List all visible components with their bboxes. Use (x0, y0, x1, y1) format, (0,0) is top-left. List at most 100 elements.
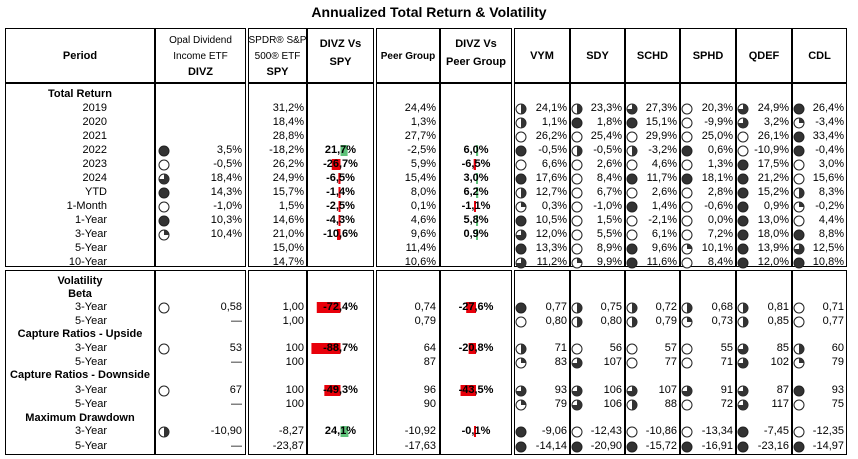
divz-vs-spy-bar (316, 302, 341, 313)
return-row-etf-value: 10,1% (701, 242, 733, 254)
divz-quartile-icon (158, 229, 170, 241)
volatility-row-etf-value: 71 (554, 342, 567, 354)
etf-quartile-icon (737, 187, 749, 199)
volatility-row-divz: 53 (229, 342, 242, 354)
return-row-spy: 15,7% (272, 186, 304, 198)
volatility-row-etf-value: -20,90 (590, 440, 622, 452)
etf-quartile-icon (681, 201, 693, 213)
cell-border (248, 270, 307, 455)
return-row-divz-vs-peer (440, 256, 512, 269)
return-row-etf-value: 4,4% (818, 214, 844, 226)
cell-border (792, 83, 847, 267)
etf-quartile-icon (626, 159, 638, 171)
cell-border (307, 270, 374, 455)
return-row-divz-vs-spy: 21,7% (324, 144, 357, 156)
return-row-etf-value: 25,4% (590, 130, 622, 142)
volatility-row-etf-value: -13,34 (701, 425, 733, 437)
section-total-return: Total Return (48, 88, 112, 100)
etf-quartile-icon (515, 257, 527, 269)
return-row-divz (155, 256, 242, 269)
etf-quartile-icon (515, 201, 527, 213)
volatility-row-divz-vs-peer: -43,5% (458, 384, 494, 396)
volatility-row-etf-value: -7,45 (763, 425, 789, 437)
etf-quartile-icon (793, 441, 805, 453)
return-row-etf-value: 2,6% (596, 158, 622, 170)
return-row-label: YTD (85, 186, 107, 198)
divz-quartile-icon (158, 145, 170, 157)
cell-border (736, 83, 792, 267)
volatility-row-etf-value: 106 (603, 384, 622, 396)
return-row-divz (155, 102, 242, 115)
volatility-row-label: 5-Year (74, 356, 107, 368)
return-row-etf-value: 3,2% (763, 116, 789, 128)
volatility-row-divz-vs-peer (440, 440, 512, 453)
etf-quartile-icon (793, 131, 805, 143)
section-label: Volatility (57, 275, 103, 287)
return-row-divz-vs-spy (307, 130, 374, 143)
etf-quartile-icon (681, 426, 693, 438)
return-row-etf-value: 24,9% (757, 102, 789, 114)
cell-border (570, 270, 625, 455)
etf-quartile-icon (737, 201, 749, 213)
etf-quartile-icon (515, 426, 527, 438)
return-row-etf-value: 13,0% (757, 214, 789, 226)
header-divz-vs-peer: DIVZ Vs (455, 38, 497, 50)
return-row-peer: -2,5% (407, 144, 436, 156)
etf-quartile-icon (571, 302, 583, 314)
return-row-peer: 11,4% (405, 242, 436, 254)
etf-quartile-icon (681, 257, 693, 269)
etf-quartile-icon (515, 215, 527, 227)
cell-border (625, 270, 680, 455)
volatility-row-etf-value: 102 (770, 356, 789, 368)
etf-quartile-icon (515, 229, 527, 241)
header-divz: Income ETF (173, 51, 228, 62)
divz-vs-peer-bar (476, 145, 479, 156)
etf-quartile-icon (737, 117, 749, 129)
etf-quartile-icon (793, 187, 805, 199)
volatility-row-etf-value: 83 (554, 356, 567, 368)
return-row-divz-vs-peer (440, 116, 512, 129)
etf-quartile-icon (681, 173, 693, 185)
etf-quartile-icon (571, 145, 583, 157)
etf-quartile-icon (793, 215, 805, 227)
etf-quartile-icon (793, 257, 805, 269)
return-row-divz-vs-spy: -6,5% (326, 172, 355, 184)
cell-border (680, 28, 736, 83)
volatility-row-spy: -23,87 (272, 440, 304, 452)
return-row-spy: 31,2% (272, 102, 304, 114)
volatility-row-etf-value: 93 (554, 384, 567, 396)
return-row-divz-vs-spy: -2,5% (326, 200, 355, 212)
return-row-etf-value: 12,0% (757, 256, 789, 268)
divz-vs-peer-bar (474, 426, 476, 437)
return-row-etf-value: 6,6% (541, 158, 567, 170)
return-row-divz-vs-spy (307, 116, 374, 129)
return-row-label: 2020 (82, 116, 107, 128)
return-row-divz: -1,0% (213, 200, 242, 212)
divz-quartile-icon (158, 385, 170, 397)
volatility-row-etf-value: 85 (776, 342, 789, 354)
return-row-label: 5-Year (74, 242, 107, 254)
return-row-divz-vs-spy: -10,6% (323, 228, 358, 240)
cell-border (307, 28, 374, 83)
volatility-row-etf-value: -15,72 (645, 440, 677, 452)
volatility-row-peer: 87 (423, 356, 436, 368)
volatility-row-divz-vs-spy (307, 398, 374, 411)
cell-border (570, 28, 625, 83)
return-row-etf-value: -9,9% (704, 116, 733, 128)
divz-vs-spy-bar (338, 187, 341, 198)
return-row-etf-value: 10,8% (812, 256, 844, 268)
return-row-peer: 0,1% (410, 200, 436, 212)
etf-quartile-icon (681, 399, 693, 411)
volatility-row-label: 5-Year (74, 398, 107, 410)
etf-quartile-icon (681, 441, 693, 453)
etf-quartile-icon (737, 103, 749, 115)
etf-quartile-icon (571, 215, 583, 227)
return-row-etf-value: 2,6% (651, 186, 677, 198)
etf-quartile-icon (515, 145, 527, 157)
return-row-etf-value: 0,9% (763, 200, 789, 212)
volatility-row-divz-vs-spy (307, 440, 374, 453)
etf-quartile-icon (571, 399, 583, 411)
return-row-etf-value: -0,2% (815, 200, 844, 212)
return-row-etf-value: 26,2% (535, 130, 567, 142)
return-row-peer: 4,6% (410, 214, 436, 226)
